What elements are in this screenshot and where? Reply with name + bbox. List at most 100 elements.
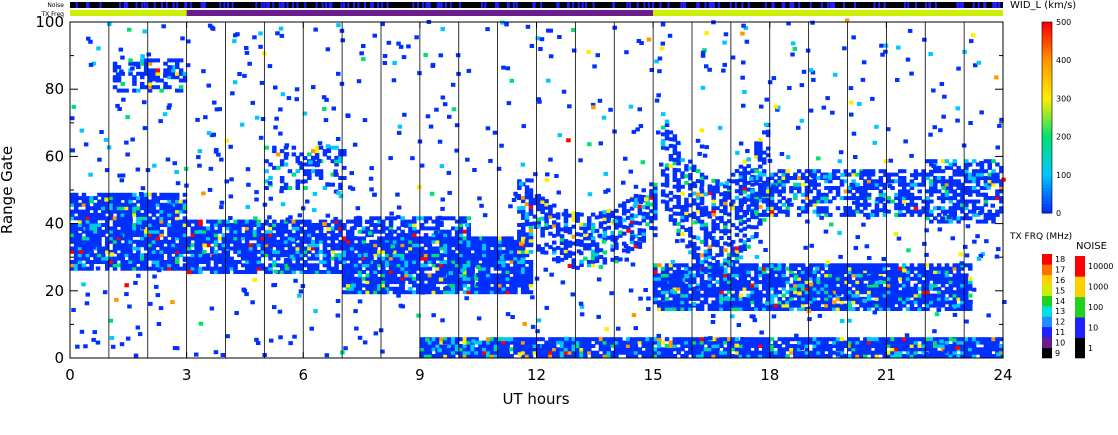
echo-cell	[625, 344, 631, 348]
echo-cell	[979, 186, 985, 190]
echo-cell	[524, 273, 530, 278]
echo-cell	[898, 189, 903, 194]
echo-cell	[606, 235, 611, 240]
echo-cell	[622, 340, 627, 345]
echo-cell	[171, 196, 176, 201]
echo-cell	[855, 286, 860, 291]
echo-cell	[513, 344, 518, 348]
echo-cell	[571, 214, 576, 219]
echo-cell	[956, 172, 961, 177]
echo-cell	[256, 266, 262, 271]
echo-cell	[159, 239, 164, 244]
echo-cell	[968, 179, 973, 184]
echo-cell	[256, 256, 262, 261]
echo-cell	[625, 354, 631, 358]
echo-cell	[695, 293, 701, 298]
echo-cell	[956, 179, 961, 184]
echo-cell	[715, 273, 720, 278]
echo-cell	[773, 266, 779, 271]
echo-cell	[905, 283, 911, 288]
echo-cell	[590, 256, 596, 261]
echo-cell	[497, 239, 503, 244]
echo-cell	[73, 263, 79, 268]
echo-cell	[365, 233, 370, 238]
echo-cell	[758, 198, 763, 203]
echo-cell	[979, 176, 985, 180]
echo-cell	[828, 283, 833, 288]
echo-cell	[956, 293, 961, 298]
echo-cell	[707, 211, 713, 216]
echo-cell	[719, 199, 724, 204]
echo-cell	[664, 273, 670, 278]
echo-cell	[73, 202, 79, 207]
echo-cell	[524, 236, 530, 241]
echo-cell	[625, 249, 631, 254]
echo-cell	[828, 263, 833, 268]
echo-cell	[136, 199, 141, 204]
echo-cell	[828, 172, 833, 177]
echo-cell	[847, 266, 852, 271]
echo-cell	[777, 169, 782, 174]
echo-cell	[754, 307, 759, 311]
echo-cell	[921, 280, 926, 285]
echo-cell	[524, 212, 530, 217]
echo-cell	[855, 307, 860, 311]
echo-cell	[524, 192, 530, 196]
echo-cell	[925, 300, 930, 305]
echo-cell	[956, 182, 961, 187]
echo-cell	[260, 253, 265, 258]
echo-cell	[423, 347, 429, 352]
echo-cell	[699, 189, 705, 194]
echo-cell	[956, 296, 961, 301]
echo-cell	[948, 206, 954, 211]
echo-cell	[392, 276, 398, 281]
echo-cell	[882, 182, 887, 187]
echo-cell	[571, 265, 576, 269]
echo-cell	[987, 209, 992, 214]
echo-cell	[587, 236, 592, 241]
echo-cell	[874, 296, 880, 301]
echo-cell	[489, 340, 495, 345]
echo-cell	[894, 206, 899, 211]
echo-cell	[727, 252, 732, 257]
echo-cell	[758, 212, 763, 217]
echo-cell	[668, 344, 674, 348]
echo-cell	[649, 347, 654, 352]
echo-cell	[707, 350, 712, 355]
echo-cell	[703, 249, 709, 254]
echo-cell	[563, 215, 569, 220]
echo-cell	[692, 241, 697, 246]
echo-cell	[318, 249, 324, 254]
echo-cell	[124, 233, 129, 238]
echo-cell	[373, 263, 378, 268]
echo-cell	[85, 226, 90, 231]
echo-cell	[513, 276, 518, 281]
noise-bar-mark	[422, 2, 425, 8]
echo-cell	[742, 303, 747, 308]
echo-cell	[182, 75, 188, 80]
echo-cell	[373, 290, 378, 295]
echo-cell	[509, 243, 514, 248]
echo-cell	[688, 233, 693, 238]
echo-cell	[797, 300, 802, 305]
echo-cell	[606, 344, 611, 348]
echo-cell	[847, 293, 852, 298]
echo-cell	[143, 196, 149, 201]
echo-cell	[462, 256, 468, 261]
echo-cell	[93, 260, 98, 264]
echo-cell	[754, 209, 759, 214]
echo-cell	[668, 157, 674, 162]
echo-cell	[167, 75, 172, 80]
echo-cell	[505, 354, 510, 358]
echo-cell	[571, 251, 576, 256]
echo-cell	[167, 263, 172, 268]
echo-cell	[968, 189, 973, 194]
echo-cell	[536, 200, 541, 205]
echo-cell	[917, 307, 922, 311]
echo-cell	[276, 239, 281, 244]
echo-cell	[70, 209, 75, 214]
noise-bar-mark	[372, 2, 375, 8]
echo-cell	[381, 243, 386, 248]
echo-cell	[493, 290, 499, 295]
echo-cell	[734, 249, 740, 254]
